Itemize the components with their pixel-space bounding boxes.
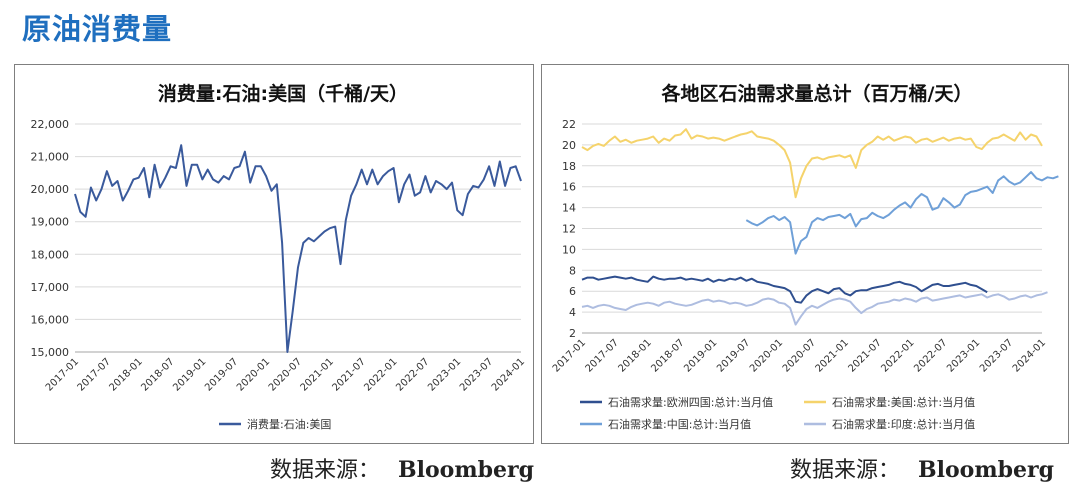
legend-label: 石油需求量:中国:总计:当月值: [608, 417, 751, 431]
y-tick-label: 18,000: [31, 248, 70, 261]
x-tick-label: 2018-07: [139, 356, 176, 393]
y-tick-label: 16,000: [31, 313, 70, 326]
source-value: Bloomberg: [398, 457, 534, 483]
chart-panel-us-consumption: 消费量:石油:美国（千桶/天） 15,000 16,000 17,000 18,000 1…: [14, 64, 534, 444]
series-line: [74, 144, 522, 353]
x-tick-label: 2017-01: [44, 356, 81, 393]
y-tick-label: 17,000: [31, 281, 70, 294]
page-title: 原油消费量: [22, 12, 173, 46]
y-tick-label: 19,000: [31, 216, 70, 229]
y-tick-label: 2: [569, 327, 576, 340]
x-tick-label: 2022-07: [394, 356, 431, 393]
chart-title: 消费量:石油:美国（千桶/天）: [158, 82, 408, 105]
x-tick-label: 2020-07: [781, 337, 818, 374]
y-tick-label: 21,000: [31, 151, 70, 164]
source-note-right: 数据来源： Bloomberg: [790, 452, 1054, 484]
x-tick-label: 2021-07: [847, 337, 884, 374]
y-tick-label: 15,000: [31, 346, 70, 359]
legend-label: 消费量:石油:美国: [247, 417, 331, 431]
x-tick-label: 2021-01: [814, 337, 851, 374]
source-note-left: 数据来源： Bloomberg: [270, 452, 534, 484]
x-tick-label: 2019-01: [682, 337, 719, 374]
y-tick-label: 8: [569, 264, 576, 277]
x-tick-label: 2024-01: [1011, 337, 1048, 374]
x-tick-label: 2023-01: [426, 356, 463, 393]
x-tick-label: 2017-01: [551, 337, 588, 374]
y-tick-label: 20,000: [31, 183, 70, 196]
x-tick-label: 2018-01: [108, 356, 145, 393]
y-tick-label: 14: [562, 202, 576, 215]
x-tick-label: 2021-01: [299, 356, 336, 393]
y-tick-label: 22,000: [31, 118, 70, 131]
y-tick-label: 22: [562, 118, 576, 131]
x-tick-label: 2022-07: [912, 337, 949, 374]
legend-label: 石油需求量:印度:总计:当月值: [832, 417, 975, 431]
x-tick-label: 2019-01: [171, 356, 208, 393]
y-tick-label: 20: [562, 139, 576, 152]
y-tick-label: 4: [569, 306, 576, 319]
x-tick-label: 2022-01: [879, 337, 916, 374]
x-tick-label: 2024-01: [490, 356, 527, 393]
source-label: 数据来源：: [270, 458, 381, 483]
series-line: [581, 128, 1043, 199]
y-tick-label: 10: [562, 243, 576, 256]
legend-label: 石油需求量:美国:总计:当月值: [832, 395, 975, 409]
x-tick-label: 2023-07: [458, 356, 495, 393]
x-tick-label: 2023-01: [945, 337, 982, 374]
source-label: 数据来源：: [790, 458, 901, 483]
chart-us-oil-consumption: 消费量:石油:美国（千桶/天） 15,000 16,000 17,000 18,000 1…: [31, 82, 528, 431]
source-value: Bloomberg: [918, 457, 1054, 483]
y-tick-label: 12: [562, 223, 576, 236]
chart-regional-oil-demand: 各地区石油需求量总计（百万桶/天） 2 4 6 8 10 12 14 16 18 20 22 2017-…: [551, 82, 1059, 431]
x-tick-label: 2017-07: [584, 337, 621, 374]
x-tick-label: 2017-07: [76, 356, 113, 393]
x-tick-label: 2023-07: [978, 337, 1015, 374]
chart-panel-regional-demand: 各地区石油需求量总计（百万桶/天） 2 4 6 8 10 12 14 16 18 20 22 2017-…: [541, 64, 1069, 444]
x-tick-label: 2022-01: [362, 356, 399, 393]
x-tick-label: 2018-07: [649, 337, 686, 374]
x-tick-label: 2018-01: [617, 337, 654, 374]
x-tick-label: 2020-01: [748, 337, 785, 374]
series-line: [581, 291, 1048, 326]
x-tick-label: 2020-01: [235, 356, 272, 393]
x-tick-label: 2019-07: [715, 337, 752, 374]
series-line: [581, 275, 988, 304]
y-tick-label: 16: [562, 181, 576, 194]
chart-title: 各地区石油需求量总计（百万桶/天）: [661, 82, 973, 105]
y-tick-label: 6: [569, 285, 576, 298]
x-tick-label: 2020-07: [267, 356, 304, 393]
x-tick-label: 2021-07: [331, 356, 368, 393]
legend-label: 石油需求量:欧洲四国:总计:当月值: [608, 395, 773, 409]
y-tick-label: 18: [562, 160, 576, 173]
x-tick-label: 2019-07: [203, 356, 240, 393]
series-line: [745, 171, 1059, 255]
